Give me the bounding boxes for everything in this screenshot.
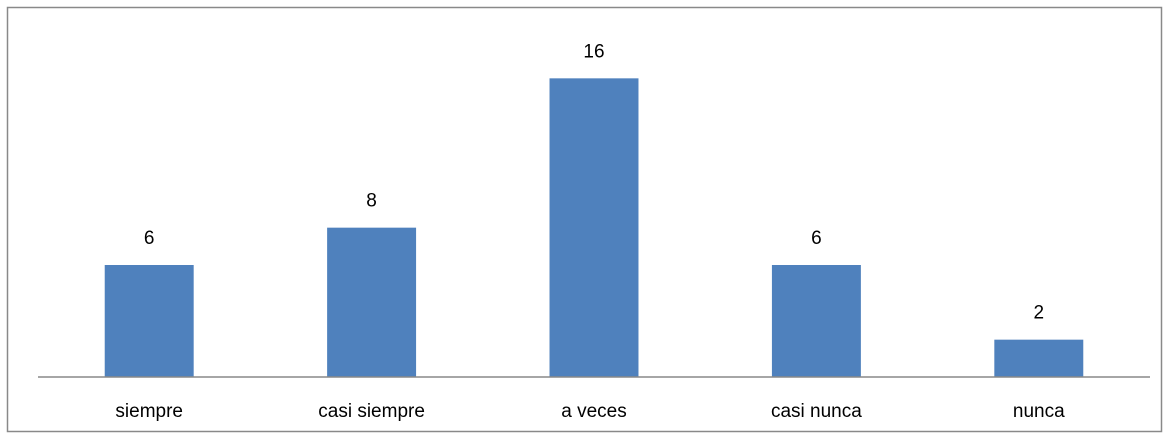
bar (771, 265, 861, 377)
bar (327, 227, 417, 377)
x-tick-label: casi nunca (771, 401, 862, 422)
data-label: 16 (583, 41, 604, 62)
data-label: 8 (366, 191, 377, 212)
bar (549, 78, 639, 377)
x-tick-label: siempre (115, 401, 183, 422)
data-label: 6 (811, 228, 822, 249)
data-label: 6 (144, 228, 155, 249)
x-tick-label: casi siempre (318, 401, 425, 422)
bar (104, 265, 194, 377)
x-tick-label: nunca (1013, 401, 1065, 422)
x-tick-label: a veces (561, 401, 626, 422)
data-label: 2 (1034, 303, 1045, 324)
bar (994, 339, 1084, 377)
